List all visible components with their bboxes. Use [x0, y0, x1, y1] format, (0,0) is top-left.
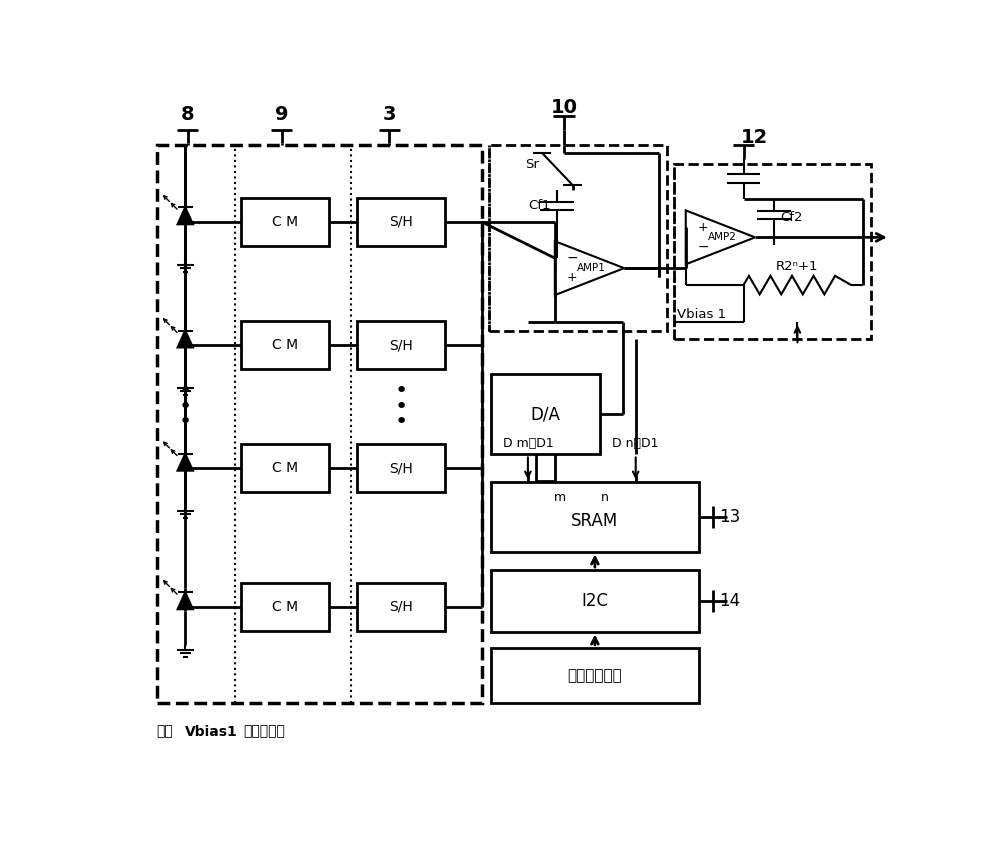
- Text: 3: 3: [383, 104, 396, 124]
- Bar: [357, 321, 445, 369]
- Bar: [491, 648, 699, 703]
- Text: 是偏置电压: 是偏置电压: [243, 725, 285, 739]
- Bar: [491, 482, 699, 551]
- Bar: [674, 164, 871, 339]
- Text: −: −: [566, 251, 578, 265]
- Bar: [241, 321, 329, 369]
- Text: m: m: [553, 491, 566, 504]
- Text: D m～D1: D m～D1: [503, 437, 553, 451]
- Polygon shape: [178, 593, 193, 610]
- Text: SRAM: SRAM: [571, 511, 619, 530]
- Text: •: •: [179, 381, 192, 401]
- Text: •: •: [394, 381, 407, 401]
- Text: +: +: [567, 271, 577, 284]
- Bar: [241, 198, 329, 246]
- Text: •: •: [179, 397, 192, 416]
- Bar: [357, 445, 445, 492]
- Text: 8: 8: [181, 104, 194, 124]
- Polygon shape: [555, 241, 624, 295]
- Text: AMP1: AMP1: [577, 263, 605, 273]
- Text: •: •: [394, 397, 407, 416]
- Bar: [357, 583, 445, 631]
- Text: 9: 9: [275, 104, 288, 124]
- Bar: [157, 145, 482, 703]
- Bar: [357, 198, 445, 246]
- Text: C M: C M: [272, 600, 298, 614]
- Bar: [491, 570, 699, 632]
- Text: 10: 10: [551, 98, 578, 117]
- Text: Vbias 1: Vbias 1: [677, 308, 726, 321]
- Polygon shape: [686, 210, 755, 264]
- Text: S/H: S/H: [389, 600, 413, 614]
- Text: D/A: D/A: [531, 405, 561, 423]
- Text: Cf1: Cf1: [528, 198, 550, 211]
- Text: −: −: [697, 239, 709, 254]
- Text: C M: C M: [272, 215, 298, 229]
- Bar: [241, 445, 329, 492]
- Text: D n～D1: D n～D1: [612, 437, 659, 451]
- Text: 14: 14: [719, 592, 740, 610]
- Text: R2ⁿ+1: R2ⁿ+1: [776, 260, 819, 273]
- Text: S/H: S/H: [389, 462, 413, 475]
- Polygon shape: [178, 331, 193, 347]
- Bar: [491, 374, 600, 455]
- Text: 13: 13: [719, 508, 740, 526]
- Text: 注：: 注：: [157, 725, 174, 739]
- Text: n: n: [601, 491, 609, 504]
- Text: •: •: [179, 412, 192, 432]
- Text: Cf2: Cf2: [780, 211, 803, 224]
- Text: I2C: I2C: [581, 592, 608, 610]
- Text: AMP2: AMP2: [708, 233, 736, 242]
- Polygon shape: [178, 207, 193, 224]
- Text: S/H: S/H: [389, 215, 413, 229]
- Text: +: +: [698, 221, 708, 233]
- Bar: [241, 583, 329, 631]
- Text: •: •: [394, 412, 407, 432]
- Polygon shape: [178, 454, 193, 470]
- Bar: [489, 145, 667, 331]
- Text: Vbias1: Vbias1: [185, 725, 238, 739]
- Text: 12: 12: [741, 127, 768, 147]
- Text: C M: C M: [272, 338, 298, 352]
- Text: C M: C M: [272, 462, 298, 475]
- Text: S/H: S/H: [389, 338, 413, 352]
- Text: Sr: Sr: [526, 157, 539, 171]
- Text: 外部校正数据: 外部校正数据: [568, 668, 622, 683]
